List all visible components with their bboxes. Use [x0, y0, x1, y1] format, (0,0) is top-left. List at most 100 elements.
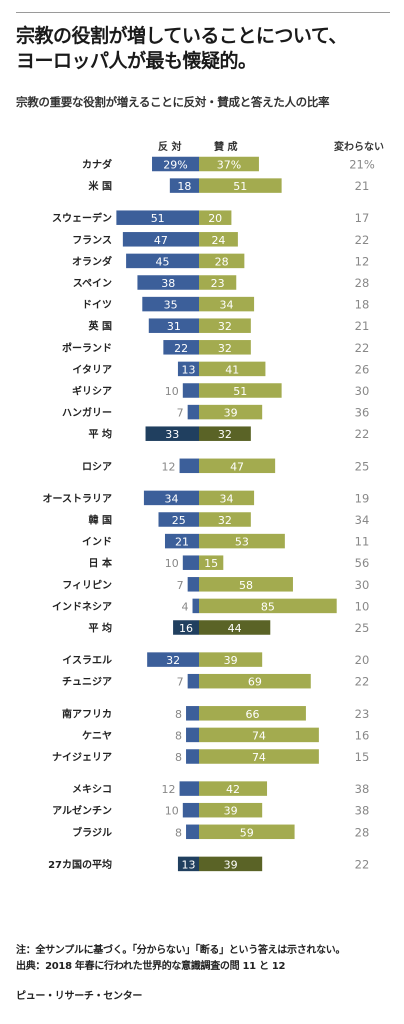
country-label: イスラエル [62, 655, 112, 667]
bar-oppose [186, 727, 199, 743]
country-label: スウェーデン [52, 212, 112, 225]
bar-favor [199, 253, 245, 269]
value-label-favor: 69 [248, 676, 262, 689]
value-label-oppose: 8 [175, 751, 182, 764]
country-label: ロシア [82, 461, 112, 473]
bar-favor [199, 781, 268, 796]
value-label-oppose: 29% [163, 159, 187, 172]
bar-oppose [145, 426, 199, 441]
title-line-1: 宗教の役割が増していることについて、 [16, 25, 347, 47]
bar-favor [199, 275, 237, 290]
value-label-favor: 74 [252, 729, 266, 742]
value-label-favor: 39 [224, 805, 238, 818]
value-label-unchanged: 30 [355, 384, 370, 398]
bar-favor [199, 577, 293, 592]
value-label-oppose: 10 [165, 385, 179, 398]
value-label-favor: 58 [239, 579, 253, 592]
value-label-favor: 24 [211, 234, 225, 247]
value-label-favor: 51 [233, 385, 247, 398]
top-rule [16, 12, 390, 13]
bar-oppose [182, 383, 199, 398]
country-label: 米 国 [89, 180, 112, 193]
bar-oppose [143, 490, 199, 506]
header-oppose: 反 対 [158, 142, 182, 153]
value-label-favor: 32 [218, 428, 232, 441]
bar-oppose [173, 620, 199, 635]
country-label: 平 均 [89, 622, 112, 635]
bar-oppose [179, 781, 199, 796]
value-label-favor: 59 [240, 826, 254, 839]
value-label-oppose: 13 [181, 858, 195, 871]
country-label: インド [82, 536, 112, 548]
value-label-favor: 32 [218, 320, 232, 333]
bar-favor [199, 156, 259, 172]
chart-subtitle: 宗教の重要な役割が増えることに反対・賛成と答えた人の比率 [16, 95, 330, 109]
value-label-oppose: 10 [165, 557, 179, 570]
value-label-unchanged: 22 [355, 427, 370, 441]
country-label: オランダ [72, 255, 112, 268]
value-label-favor: 32 [218, 342, 232, 355]
value-label-oppose: 12 [162, 460, 176, 473]
country-label: アルゼンチン [52, 804, 112, 817]
bar-oppose [142, 296, 199, 312]
value-label-favor: 34 [220, 492, 234, 505]
bar-favor [199, 296, 255, 312]
bar-oppose [187, 673, 199, 689]
value-label-oppose: 33 [165, 428, 179, 441]
footer-credit: ピュー・リサーチ・センター [16, 991, 143, 1002]
bar-oppose [158, 512, 199, 527]
value-label-oppose: 45 [156, 255, 170, 268]
bar-favor [199, 555, 224, 570]
country-label: オーストラリア [43, 493, 113, 505]
country-label: スペイン [73, 278, 112, 290]
bar-favor [199, 802, 263, 818]
country-label: ブラジル [72, 826, 112, 839]
bar-favor [199, 426, 251, 441]
header-favor: 賛 成 [214, 142, 238, 153]
bar-oppose [182, 555, 199, 570]
bar-oppose [116, 210, 199, 225]
country-label: ギリシア [72, 385, 112, 398]
bar-favor [199, 673, 311, 689]
bar-oppose [186, 749, 199, 764]
value-label-favor: 20 [208, 212, 222, 225]
bar-oppose [177, 856, 199, 872]
bar-oppose [163, 340, 199, 355]
bar-favor [199, 856, 263, 872]
bar-oppose [152, 156, 199, 172]
bar-oppose [164, 533, 199, 549]
value-label-oppose: 34 [164, 492, 178, 505]
bar-favor [199, 512, 251, 527]
bar-oppose [169, 178, 199, 193]
value-label-oppose: 7 [177, 407, 184, 420]
value-label-oppose: 4 [182, 600, 189, 613]
value-label-favor: 28 [215, 255, 229, 268]
value-label-favor: 37% [217, 159, 241, 172]
value-label-favor: 85 [261, 600, 275, 613]
value-label-unchanged: 20 [355, 653, 370, 667]
bar-favor [199, 533, 285, 549]
bar-favor [199, 383, 282, 398]
value-label-oppose: 16 [179, 622, 193, 635]
bar-oppose [192, 598, 199, 614]
value-label-unchanged: 16 [355, 728, 370, 742]
value-label-oppose: 7 [177, 579, 184, 592]
country-label: ポーランド [62, 341, 112, 354]
value-label-unchanged: 22 [355, 857, 370, 871]
country-label: ドイツ [82, 299, 112, 311]
country-label: 韓 国 [89, 514, 112, 527]
value-label-unchanged: 38 [355, 782, 370, 796]
value-label-unchanged: 22 [355, 675, 370, 689]
value-label-unchanged: 28 [355, 276, 370, 290]
value-label-unchanged: 34 [355, 513, 370, 527]
value-label-favor: 39 [224, 858, 238, 871]
bar-oppose [187, 404, 199, 420]
bar-favor [199, 404, 263, 420]
bar-favor [199, 458, 276, 474]
bar-favor [199, 727, 319, 743]
bar-favor [199, 620, 271, 635]
value-label-unchanged: 12 [355, 254, 370, 268]
value-label-oppose: 8 [175, 729, 182, 742]
value-label-oppose: 32 [166, 654, 180, 667]
value-label-favor: 39 [224, 407, 238, 420]
